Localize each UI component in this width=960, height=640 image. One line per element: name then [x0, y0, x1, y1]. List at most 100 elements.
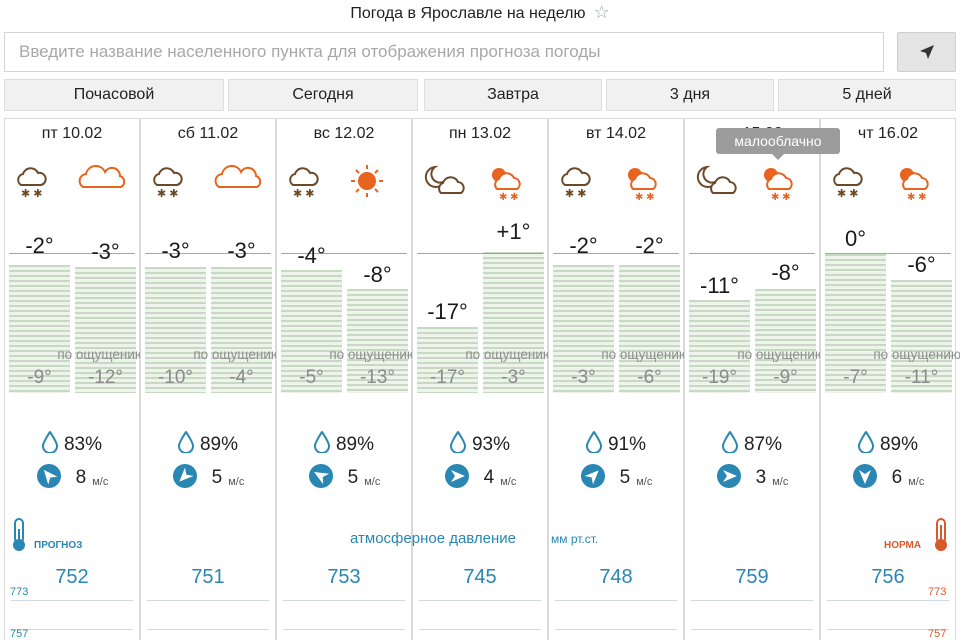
- day-weather-icon[interactable]: [349, 163, 411, 207]
- temp-day: -2°: [635, 233, 664, 258]
- pressure-line: [11, 600, 133, 601]
- search-input[interactable]: [4, 32, 884, 72]
- temp-bar-day: [75, 267, 136, 393]
- wind-unit: м/с: [228, 476, 245, 488]
- humidity-drop-icon: [721, 430, 738, 459]
- humidity: 89%: [821, 430, 955, 459]
- day-date: пт 10.02: [41, 125, 103, 142]
- scale-left-757: 757: [10, 628, 29, 640]
- wind-speed: 5: [211, 467, 223, 488]
- temp-bar-night: [417, 327, 478, 393]
- zero-line: [689, 253, 815, 254]
- day-date: вс 12.02: [313, 125, 375, 142]
- humidity-value: 87%: [743, 434, 783, 455]
- svg-text:✱ ✱: ✱ ✱: [837, 188, 859, 199]
- wind: 5 м/с: [549, 463, 683, 495]
- wind-direction-icon: [852, 463, 878, 495]
- pressure-line: [555, 629, 677, 630]
- svg-text:✱ ✱: ✱ ✱: [499, 192, 519, 201]
- wind-unit: м/с: [636, 476, 653, 488]
- scale-right-773: 773: [928, 586, 947, 598]
- svg-text:✱ ✱: ✱ ✱: [635, 192, 655, 201]
- wind: 3 м/с: [685, 463, 819, 495]
- day-column[interactable]: вс 12.02 ✱ ✱ -4° -8° по ощущению -5° -13° 89% 5 м…: [276, 118, 417, 640]
- feels-like-day: -12°: [87, 367, 124, 388]
- humidity-value: 91%: [607, 434, 647, 455]
- temp-bar-night: [689, 300, 750, 393]
- wind-speed: 3: [755, 467, 767, 488]
- feels-like-night: -5°: [299, 367, 324, 388]
- humidity-drop-icon: [857, 430, 874, 459]
- wind: 5 м/с: [141, 463, 275, 495]
- feels-like-label: по ощущению: [465, 347, 553, 362]
- day-date: вт 14.02: [586, 125, 646, 142]
- favorite-star-icon[interactable]: ☆: [593, 2, 610, 22]
- wind-direction-icon: [716, 463, 742, 495]
- day-column[interactable]: чт 16.02 ✱ ✱ ✱ ✱ 0° -6° по ощущению -7° -11° 89%…: [820, 118, 960, 640]
- pressure-line: [555, 600, 677, 601]
- pressure-value: 753: [327, 566, 361, 588]
- humidity-drop-icon: [41, 430, 58, 459]
- wind-speed: 5: [619, 467, 631, 488]
- day-column[interactable]: сб 11.02 ✱ ✱ -3° -3° по ощущению -10° -4° 89% 5 м…: [140, 118, 281, 640]
- day-weather-icon[interactable]: [213, 163, 275, 207]
- wind-speed: 6: [891, 467, 903, 488]
- tab-hourly[interactable]: Почасовой: [4, 79, 224, 111]
- scale-right-757: 757: [928, 628, 947, 640]
- locate-button[interactable]: [897, 32, 956, 72]
- humidity: 87%: [685, 430, 819, 459]
- pressure-line: [691, 600, 813, 601]
- scale-left-773: 773: [10, 586, 29, 598]
- pressure-value: 748: [599, 566, 633, 588]
- day-weather-icon[interactable]: ✱ ✱: [757, 163, 819, 207]
- temp-night: 0°: [844, 226, 867, 251]
- day-weather-icon[interactable]: ✱ ✱: [485, 163, 547, 207]
- svg-text:✱ ✱: ✱ ✱: [907, 192, 927, 201]
- wind-unit: м/с: [364, 476, 381, 488]
- svg-text:✱ ✱: ✱ ✱: [21, 188, 43, 199]
- tab-5-days[interactable]: 5 дней: [778, 79, 956, 111]
- pressure-value: 752: [55, 566, 89, 588]
- wind-direction-icon: [308, 463, 334, 495]
- day-column[interactable]: вт 14.02 ✱ ✱ ✱ ✱ -2° -2° по ощущению -3° -6° 91%…: [548, 118, 689, 640]
- feels-like-night: -19°: [701, 367, 738, 388]
- humidity: 83%: [5, 430, 139, 459]
- day-weather-icon[interactable]: ✱ ✱: [621, 163, 683, 207]
- temp-day: -6°: [907, 252, 936, 277]
- pressure-value: 751: [191, 566, 225, 588]
- feels-like-label: по ощущению: [873, 347, 960, 362]
- zero-line: [417, 253, 543, 254]
- humidity-value: 89%: [199, 434, 239, 455]
- pressure-value: 745: [463, 566, 497, 588]
- feels-like-day: -13°: [359, 367, 396, 388]
- temp-day: -8°: [771, 260, 800, 285]
- day-column[interactable]: ср 15.02✱ ✱-11°-8°по ощущению-19°-9°87%3…: [684, 118, 825, 640]
- wind-unit: м/с: [908, 476, 925, 488]
- day-weather-icon[interactable]: ✱ ✱: [893, 163, 955, 207]
- temp-day: -3°: [227, 238, 256, 263]
- pressure-line: [419, 629, 541, 630]
- humidity-value: 93%: [471, 434, 511, 455]
- day-weather-icon[interactable]: [77, 163, 139, 207]
- temp-day: -3°: [91, 239, 120, 264]
- temp-bar-night: [9, 265, 70, 393]
- pressure-line: [283, 629, 405, 630]
- forecast-legend: ПРОГНОЗ: [34, 540, 83, 551]
- temp-bar-night: [281, 270, 342, 393]
- wind-direction-icon: [36, 463, 62, 495]
- feels-like-day: -11°: [904, 367, 939, 388]
- tab-3-days[interactable]: 3 дня: [606, 79, 774, 111]
- wind-unit: м/с: [500, 476, 517, 488]
- day-column[interactable]: пт 10.02 ✱ ✱ -2° -3° по ощущению -9° -12° 83% 8 м…: [4, 118, 145, 640]
- thermometer-cold-icon: [13, 518, 25, 551]
- humidity: 89%: [141, 430, 275, 459]
- tab-today[interactable]: Сегодня: [228, 79, 418, 111]
- wind-speed: 4: [483, 467, 495, 488]
- day-column[interactable]: пн 13.02 ✱ ✱ -17° +1° по ощущению -17° -3° 93% 4…: [412, 118, 553, 640]
- tab-tomorrow[interactable]: Завтра: [424, 79, 602, 111]
- temp-night: -4°: [297, 243, 326, 268]
- norm-legend: НОРМА: [884, 540, 922, 551]
- page-title: Погода в Ярославле на неделю ☆: [350, 2, 610, 22]
- zero-line: [9, 253, 135, 254]
- wind-speed: 5: [347, 467, 359, 488]
